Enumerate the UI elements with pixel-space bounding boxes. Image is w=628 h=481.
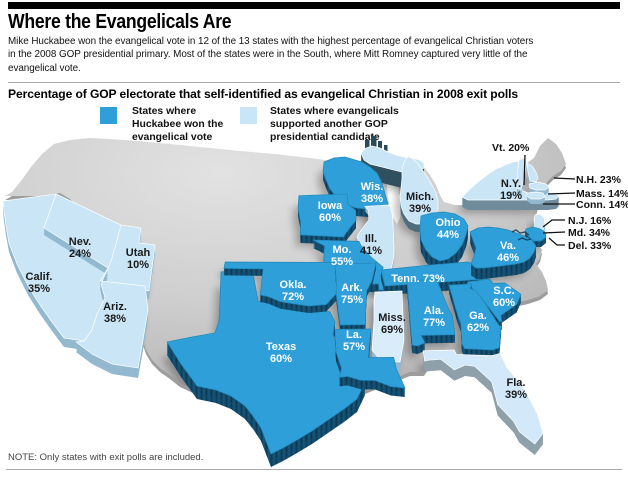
svg-text:Mo.: Mo. (333, 244, 352, 256)
svg-text:Calif.: Calif. (26, 271, 53, 283)
svg-text:39%: 39% (409, 203, 431, 215)
svg-text:Md. 34%: Md. 34% (568, 227, 611, 239)
svg-text:Ohio: Ohio (435, 217, 460, 229)
svg-text:60%: 60% (319, 212, 341, 224)
svg-text:Nev.: Nev. (69, 236, 91, 248)
svg-text:24%: 24% (69, 248, 91, 260)
svg-text:Mass. 14%: Mass. 14% (576, 188, 628, 200)
svg-text:Vt. 20%: Vt. 20% (492, 142, 530, 154)
svg-text:N.Y.: N.Y. (501, 178, 521, 190)
svg-text:Ark.: Ark. (341, 282, 362, 294)
svg-text:75%: 75% (341, 294, 363, 306)
svg-text:39%: 39% (505, 389, 527, 401)
svg-text:Utah: Utah (126, 247, 151, 259)
svg-text:46%: 46% (497, 252, 519, 264)
svg-text:Ariz.: Ariz. (103, 301, 127, 313)
svg-text:Ga.: Ga. (469, 310, 487, 322)
svg-text:Ill.: Ill. (365, 233, 377, 245)
svg-text:Conn. 14%: Conn. 14% (576, 199, 628, 211)
svg-text:Va.: Va. (500, 240, 516, 252)
svg-text:41%: 41% (360, 245, 382, 257)
svg-text:44%: 44% (437, 229, 459, 241)
svg-text:60%: 60% (493, 297, 515, 309)
svg-text:57%: 57% (343, 341, 365, 353)
svg-text:60%: 60% (270, 353, 292, 365)
svg-text:N.H. 23%: N.H. 23% (576, 174, 622, 186)
svg-text:La.: La. (346, 329, 362, 341)
svg-text:62%: 62% (467, 322, 489, 334)
svg-text:38%: 38% (104, 313, 126, 325)
svg-text:72%: 72% (282, 291, 304, 303)
svg-text:Mich.: Mich. (406, 191, 434, 203)
svg-text:Miss.: Miss. (378, 312, 406, 324)
svg-text:S.C.: S.C. (493, 285, 514, 297)
svg-text:Texas: Texas (266, 341, 296, 353)
svg-text:69%: 69% (381, 324, 403, 336)
svg-text:Wis.: Wis. (361, 181, 384, 193)
svg-text:10%: 10% (127, 259, 149, 271)
svg-text:Fla.: Fla. (507, 377, 526, 389)
svg-text:Iowa: Iowa (318, 200, 343, 212)
svg-text:35%: 35% (28, 283, 50, 295)
svg-text:Okla.: Okla. (280, 279, 307, 291)
svg-text:N.J. 16%: N.J. 16% (568, 215, 612, 227)
svg-text:19%: 19% (500, 190, 522, 202)
svg-text:77%: 77% (423, 317, 445, 329)
svg-text:38%: 38% (361, 193, 383, 205)
svg-text:Del. 33%: Del. 33% (568, 240, 612, 252)
svg-text:Tenn. 73%: Tenn. 73% (391, 273, 445, 285)
svg-text:Ala.: Ala. (424, 305, 444, 317)
svg-text:55%: 55% (331, 256, 353, 268)
